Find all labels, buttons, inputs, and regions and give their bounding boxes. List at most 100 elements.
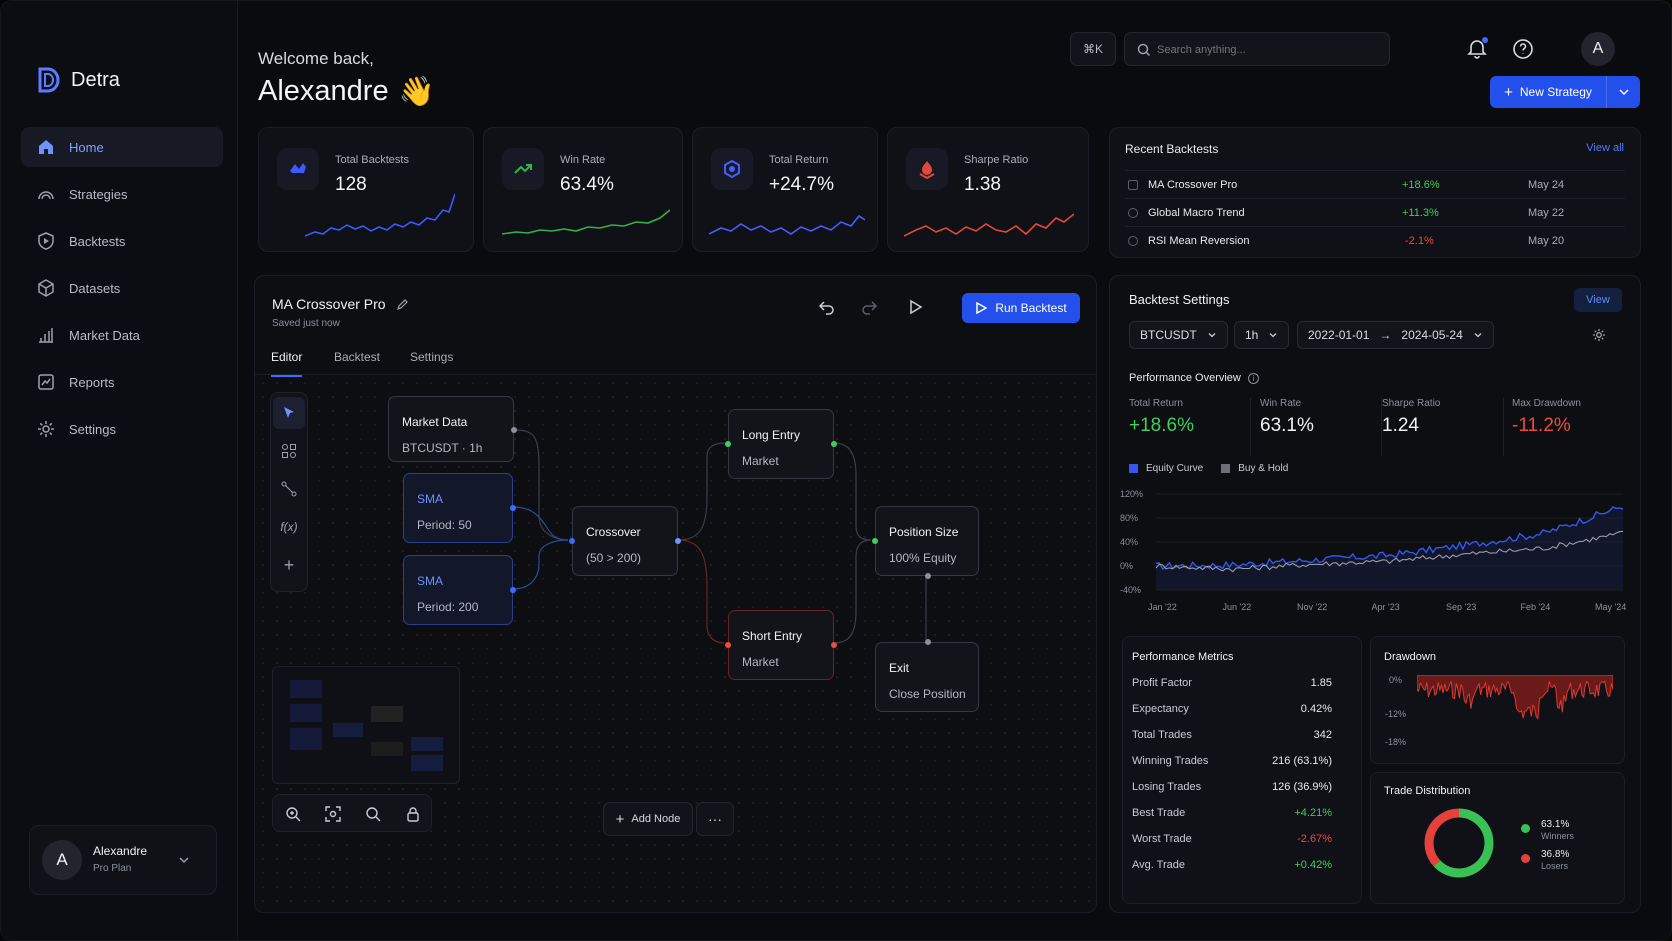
command-shortcut[interactable]: ⌘K — [1070, 32, 1116, 66]
metric-label: Losing Trades — [1132, 781, 1202, 793]
search-box[interactable] — [1124, 32, 1390, 66]
node-output-port[interactable] — [511, 427, 517, 433]
connect-tool-button[interactable] — [273, 473, 305, 505]
sidebar-item-datasets[interactable]: Datasets — [21, 268, 223, 308]
node-exit[interactable]: Exit Close Position — [875, 639, 979, 712]
node-output-port[interactable] — [510, 587, 516, 593]
zoom-out-icon — [366, 807, 381, 822]
stat-card-win-rate[interactable]: Win Rate 63.4% — [483, 127, 683, 252]
tab-settings[interactable]: Settings — [410, 350, 454, 364]
overview-title-text: Performance Overview — [1129, 372, 1241, 384]
node-short-entry[interactable]: Short Entry Market — [725, 610, 837, 680]
brand[interactable]: Detra — [37, 67, 120, 93]
node-output-port[interactable] — [831, 642, 837, 648]
search-input[interactable] — [1157, 40, 1382, 60]
fit-view-button[interactable] — [317, 798, 349, 830]
node-input-port[interactable] — [569, 538, 575, 544]
metric-label: Sharpe Ratio — [1382, 398, 1441, 409]
node-market-data[interactable]: Market Data BTCUSDT · 1h — [388, 396, 517, 462]
node-input-port[interactable] — [872, 538, 878, 544]
sidebar-item-market-data[interactable]: Market Data — [21, 315, 223, 355]
run-backtest-button[interactable]: Run Backtest — [962, 293, 1080, 323]
new-strategy-dropdown[interactable] — [1606, 76, 1640, 108]
sidebar-item-reports[interactable]: Reports — [21, 362, 223, 402]
sidebar-item-backtests[interactable]: Backtests — [21, 221, 223, 261]
add-tool-button[interactable]: + — [283, 554, 295, 575]
run-backtest-label: Run Backtest — [995, 301, 1067, 315]
stat-card-sharpe-ratio[interactable]: Sharpe Ratio 1.38 — [887, 127, 1089, 252]
sidebar-item-strategies[interactable]: Strategies — [21, 174, 223, 214]
add-node-button[interactable]: + Add Node — [603, 802, 693, 836]
edit-pencil-icon[interactable] — [396, 298, 409, 311]
y-tick-label: 80% — [1120, 513, 1138, 523]
date-from: 2022-01-01 — [1308, 328, 1370, 342]
settings-icon[interactable] — [1592, 328, 1606, 342]
group-tool-button[interactable] — [273, 435, 305, 467]
table-row[interactable]: MA Crossover Pro +18.6% May 24 — [1125, 170, 1625, 198]
node-sma-50[interactable]: SMA Period: 50 — [403, 473, 516, 543]
table-row[interactable]: RSI Mean Reversion -2.1% May 20 — [1125, 226, 1625, 254]
backtest-return: -2.1% — [1405, 235, 1434, 247]
node-input-port[interactable] — [725, 441, 731, 447]
play-icon[interactable] — [906, 298, 924, 316]
node-sma-200[interactable]: SMA Period: 200 — [403, 555, 516, 625]
node-canvas[interactable]: f(x) + Market Data BTCUSDT · 1h SMA — [256, 376, 1096, 912]
node-output-port[interactable] — [510, 505, 516, 511]
drawdown-title: Drawdown — [1384, 651, 1436, 663]
select-tool-button[interactable] — [273, 397, 305, 429]
new-strategy-button[interactable]: + New Strategy — [1490, 76, 1640, 108]
node-input-port[interactable] — [925, 639, 931, 645]
undo-icon[interactable] — [818, 298, 836, 316]
equity-chart: 120% 80% 40% 0% -40% Jan '22 Jun '22 Nov '22 Apr… — [1120, 489, 1626, 612]
metric-row: Profit Factor 1.85 — [1132, 677, 1332, 689]
header-avatar[interactable]: A — [1581, 32, 1615, 66]
node-position-size[interactable]: Position Size 100% Equity — [872, 506, 979, 579]
node-output-port[interactable] — [925, 573, 931, 579]
lock-button[interactable] — [397, 798, 429, 830]
stat-card-total-return[interactable]: Total Return +24.7% — [692, 127, 878, 252]
metric-row: Winning Trades 216 (63.1%) — [1132, 755, 1332, 767]
symbol-select[interactable]: BTCUSDT — [1129, 321, 1228, 349]
function-icon[interactable]: f(x) — [280, 520, 298, 534]
node-output-port[interactable] — [831, 441, 837, 447]
chevron-down-icon — [179, 857, 189, 864]
user-menu[interactable]: A Alexandre Pro Plan — [29, 825, 217, 895]
redo-icon[interactable] — [860, 298, 878, 316]
stat-label: Total Backtests — [335, 154, 409, 166]
sparkline — [709, 214, 865, 235]
wave-emoji: 👋 — [398, 76, 435, 108]
node-title: Market Data — [402, 415, 468, 429]
legend-swatch — [1221, 464, 1231, 473]
x-tick-label: Jan '22 — [1148, 602, 1177, 612]
tab-editor[interactable]: Editor — [271, 350, 303, 377]
metric-value: -11.2% — [1512, 415, 1571, 436]
trade-distribution-donut — [1424, 808, 1494, 878]
info-icon[interactable]: i — [1247, 372, 1259, 384]
interval-select[interactable]: 1h — [1234, 321, 1290, 349]
stat-label: Sharpe Ratio — [964, 154, 1029, 166]
y-tick-label: 40% — [1120, 537, 1138, 547]
date-range-select[interactable]: 2022-01-01 → 2024-05-24 — [1297, 321, 1494, 349]
legend-value: 36.8% — [1541, 849, 1570, 860]
avatar: A — [42, 840, 82, 880]
view-button[interactable]: View — [1574, 288, 1622, 312]
canvas-minimap[interactable] — [272, 666, 460, 784]
metrics-title: Performance Metrics — [1132, 651, 1234, 663]
node-input-port[interactable] — [725, 642, 731, 648]
more-options-button[interactable]: ··· — [696, 802, 734, 836]
node-crossover[interactable]: Crossover (50 > 200) — [569, 506, 681, 576]
sidebar-item-settings[interactable]: Settings — [21, 409, 223, 449]
notifications-button[interactable] — [1466, 37, 1488, 59]
node-long-entry[interactable]: Long Entry Market — [725, 409, 837, 479]
tab-backtest[interactable]: Backtest — [334, 350, 381, 364]
view-all-link[interactable]: View all — [1586, 142, 1624, 154]
help-button[interactable] — [1512, 38, 1534, 60]
sidebar-item-home[interactable]: Home — [21, 127, 223, 167]
stat-card-total-backtests[interactable]: Total Backtests 128 — [258, 127, 474, 252]
strategy-name: MA Crossover Pro — [272, 296, 386, 312]
zoom-out-button[interactable] — [357, 798, 389, 830]
x-tick-label: Apr '23 — [1372, 602, 1400, 612]
table-row[interactable]: Global Macro Trend +11.3% May 22 — [1125, 198, 1625, 226]
node-output-port[interactable] — [675, 538, 681, 544]
zoom-in-button[interactable] — [277, 798, 309, 830]
